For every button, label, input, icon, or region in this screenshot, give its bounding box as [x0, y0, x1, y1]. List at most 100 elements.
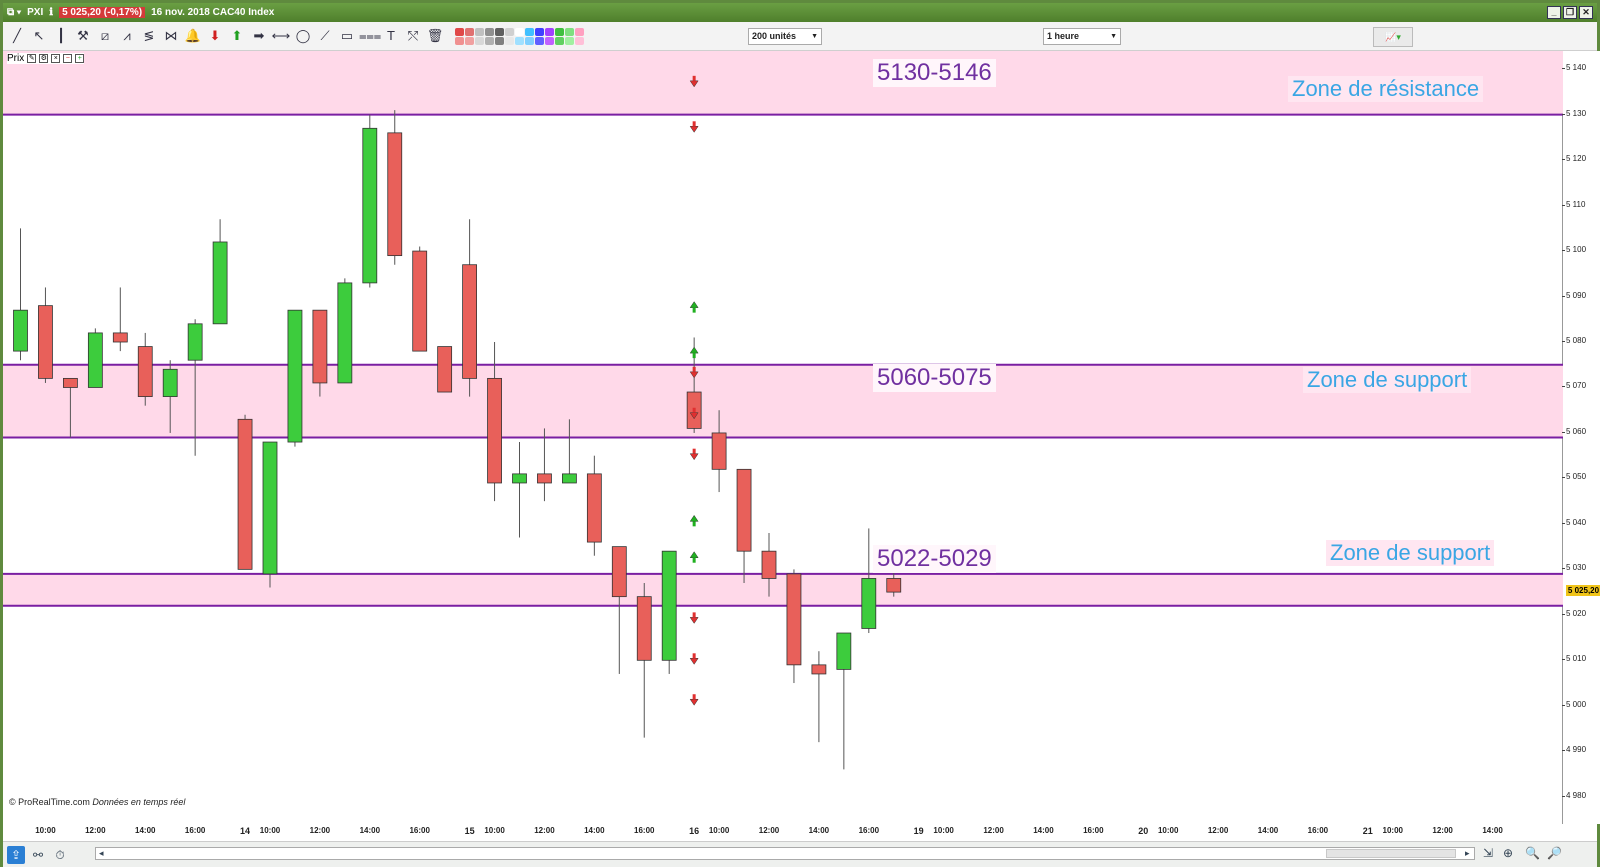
- signal-arrow-stem: [692, 612, 696, 618]
- text-icon[interactable]: T: [387, 28, 395, 43]
- time-tick-label: 12:00: [1432, 826, 1453, 835]
- price-chart[interactable]: [3, 51, 1563, 824]
- measure-icon[interactable]: ⚒: [77, 28, 89, 43]
- color-swatch[interactable]: [495, 27, 504, 36]
- scroll-left-icon[interactable]: ◂: [99, 848, 104, 858]
- sell-signal-arrow: [689, 698, 699, 706]
- timeframe-select[interactable]: 1 heure ▼: [1043, 28, 1121, 45]
- chevron-down-icon: ▼: [1110, 33, 1117, 40]
- color-swatch[interactable]: [515, 36, 524, 45]
- color-swatch[interactable]: [505, 36, 514, 45]
- color-swatch[interactable]: [495, 36, 504, 45]
- buy-arrow-icon[interactable]: ⬆: [231, 28, 243, 43]
- copyright-text: © ProRealTime.com: [9, 797, 90, 807]
- color-swatch[interactable]: [565, 27, 574, 36]
- window-menu-icon[interactable]: ⧉ ▾: [7, 7, 22, 18]
- candle-down: [63, 377, 78, 388]
- chart-plot-area[interactable]: [3, 51, 1563, 824]
- rectangle-icon[interactable]: ▭: [340, 28, 354, 43]
- zoom-reset-icon[interactable]: ⊕: [1503, 846, 1514, 860]
- color-swatch[interactable]: [455, 36, 464, 45]
- price-tick-label: 5 030: [1561, 563, 1587, 573]
- settings-icon[interactable]: ⚙: [39, 54, 49, 63]
- close-button[interactable]: ✕: [1579, 6, 1593, 19]
- signal-arrow-stem: [692, 353, 696, 359]
- signal-arrow-stem: [692, 448, 696, 454]
- day-tick-label: 19: [913, 826, 924, 836]
- color-swatch[interactable]: [455, 27, 464, 36]
- share-icon[interactable]: ⇪: [7, 845, 25, 864]
- color-swatch[interactable]: [525, 27, 534, 36]
- zone-name-label: Zone de support: [1303, 367, 1472, 393]
- right-arrow-icon[interactable]: ➡: [253, 28, 265, 43]
- restore-button[interactable]: ❐: [1563, 6, 1577, 19]
- color-swatch[interactable]: [465, 27, 474, 36]
- fibo-retracement-icon[interactable]: ⩶: [359, 28, 382, 43]
- info-icon[interactable]: ℹ: [49, 7, 54, 18]
- color-swatch[interactable]: [565, 36, 574, 45]
- zoom-in-icon[interactable]: 🔎: [1547, 846, 1562, 860]
- candle-up: [13, 309, 28, 352]
- candle-down: [761, 550, 777, 579]
- day-tick-label: 21: [1362, 826, 1373, 836]
- crossed-tool-icon[interactable]: ⤲: [407, 28, 419, 43]
- price-tick-label: 5 010: [1561, 654, 1587, 664]
- channel-icon[interactable]: ⧄: [100, 28, 110, 43]
- candle-down: [387, 132, 403, 257]
- horizontal-line-icon[interactable]: ⟷: [271, 28, 291, 43]
- wrench-icon[interactable]: ✎: [27, 54, 37, 63]
- color-swatch[interactable]: [505, 27, 514, 36]
- color-swatch[interactable]: [515, 27, 524, 36]
- timeframe-select-value: 1 heure: [1047, 31, 1080, 41]
- price-tick-label: 4 990: [1561, 745, 1587, 755]
- color-swatch[interactable]: [475, 27, 484, 36]
- candle-down: [237, 418, 253, 570]
- candle-down: [786, 573, 802, 666]
- ellipse-icon[interactable]: ◯: [295, 28, 311, 43]
- color-swatch[interactable]: [535, 27, 544, 36]
- ticker-label: PXI: [27, 7, 44, 18]
- color-swatch[interactable]: [555, 36, 564, 45]
- color-swatch[interactable]: [575, 27, 584, 36]
- zoom-out-icon[interactable]: 🔍: [1525, 846, 1540, 860]
- scroll-right-icon[interactable]: ▸: [1465, 848, 1470, 858]
- zoom-time-icon[interactable]: ⚯: [32, 847, 44, 862]
- time-axis[interactable]: 10:00 12:00 14:00 16:00 14 10:00 12:00 14:00 16:…: [3, 824, 1563, 841]
- line-draw-icon[interactable]: ╱: [13, 28, 21, 43]
- color-swatch[interactable]: [555, 27, 564, 36]
- segment-icon[interactable]: ⟋: [320, 28, 330, 43]
- color-swatch[interactable]: [545, 36, 554, 45]
- minimize-button[interactable]: _: [1547, 6, 1561, 19]
- trash-icon[interactable]: 🗑: [426, 28, 444, 43]
- units-select[interactable]: 200 unités ▼: [748, 28, 822, 45]
- add-indicator-icon[interactable]: +: [75, 54, 85, 63]
- sell-arrow-icon[interactable]: ⬇: [209, 28, 221, 43]
- color-swatch[interactable]: [485, 36, 494, 45]
- fibonacci-fan-icon[interactable]: ⩘: [123, 28, 131, 43]
- history-icon[interactable]: ⏱: [55, 847, 65, 862]
- color-swatch[interactable]: [535, 36, 544, 45]
- close-icon[interactable]: ×: [51, 54, 61, 63]
- vertical-line-icon[interactable]: ┃: [57, 28, 65, 43]
- gann-icon[interactable]: ⋈: [164, 28, 178, 43]
- color-swatch[interactable]: [575, 36, 584, 45]
- cursor-icon[interactable]: ↖: [33, 28, 45, 43]
- scrollbar-thumb[interactable]: [1326, 849, 1456, 858]
- fibonacci-icon[interactable]: ≶: [143, 28, 155, 43]
- time-tick-label: 14:00: [584, 826, 605, 835]
- color-swatch[interactable]: [475, 36, 484, 45]
- color-swatch[interactable]: [525, 36, 534, 45]
- color-palette: [455, 27, 584, 45]
- price-series-label: Prix ✎ ⚙ × − +: [7, 53, 85, 64]
- autoscale-icon[interactable]: ⇲: [1483, 846, 1494, 860]
- remove-indicator-icon[interactable]: −: [63, 54, 73, 63]
- candle-down: [711, 432, 727, 470]
- color-swatch[interactable]: [465, 36, 474, 45]
- alert-bell-icon[interactable]: 🔔: [184, 28, 202, 43]
- price-axis[interactable]: 5 140 5 130 5 120 5 110 5 100 5 090 5 080 5 070…: [1561, 51, 1600, 824]
- time-tick-label: 10:00: [484, 826, 505, 835]
- chart-scrollbar[interactable]: [95, 847, 1475, 860]
- color-swatch[interactable]: [545, 27, 554, 36]
- color-swatch[interactable]: [485, 27, 494, 36]
- chart-type-menu-button[interactable]: 📈▾: [1373, 27, 1413, 47]
